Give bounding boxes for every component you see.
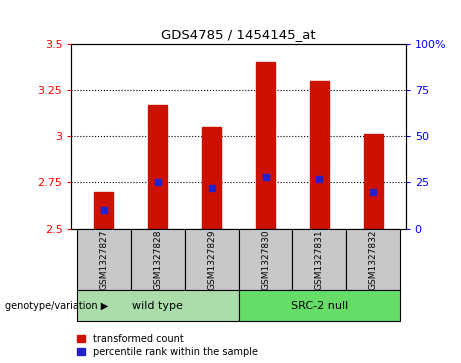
- Bar: [131, 229, 185, 290]
- Bar: [202, 127, 221, 229]
- Text: GSM1327827: GSM1327827: [99, 229, 108, 290]
- Point: [208, 185, 215, 191]
- Point: [100, 207, 107, 213]
- Bar: [77, 290, 239, 321]
- Bar: [346, 229, 400, 290]
- Point: [316, 176, 323, 182]
- Bar: [95, 192, 113, 229]
- Text: GSM1327828: GSM1327828: [153, 229, 162, 290]
- Bar: [239, 290, 400, 321]
- Bar: [364, 134, 383, 229]
- Text: genotype/variation ▶: genotype/variation ▶: [5, 301, 108, 311]
- Bar: [148, 105, 167, 229]
- Text: GSM1327832: GSM1327832: [369, 229, 378, 290]
- Text: SRC-2 null: SRC-2 null: [291, 301, 348, 311]
- Title: GDS4785 / 1454145_at: GDS4785 / 1454145_at: [161, 28, 316, 41]
- Bar: [310, 81, 329, 229]
- Text: wild type: wild type: [132, 301, 183, 311]
- Bar: [77, 229, 131, 290]
- Bar: [292, 229, 346, 290]
- Text: GSM1327831: GSM1327831: [315, 229, 324, 290]
- Text: GSM1327829: GSM1327829: [207, 229, 216, 290]
- Bar: [256, 62, 275, 229]
- Point: [370, 189, 377, 195]
- Text: GSM1327830: GSM1327830: [261, 229, 270, 290]
- Legend: transformed count, percentile rank within the sample: transformed count, percentile rank withi…: [77, 333, 259, 358]
- Point: [154, 180, 161, 185]
- Bar: [239, 229, 292, 290]
- Bar: [185, 229, 239, 290]
- Point: [262, 174, 269, 180]
